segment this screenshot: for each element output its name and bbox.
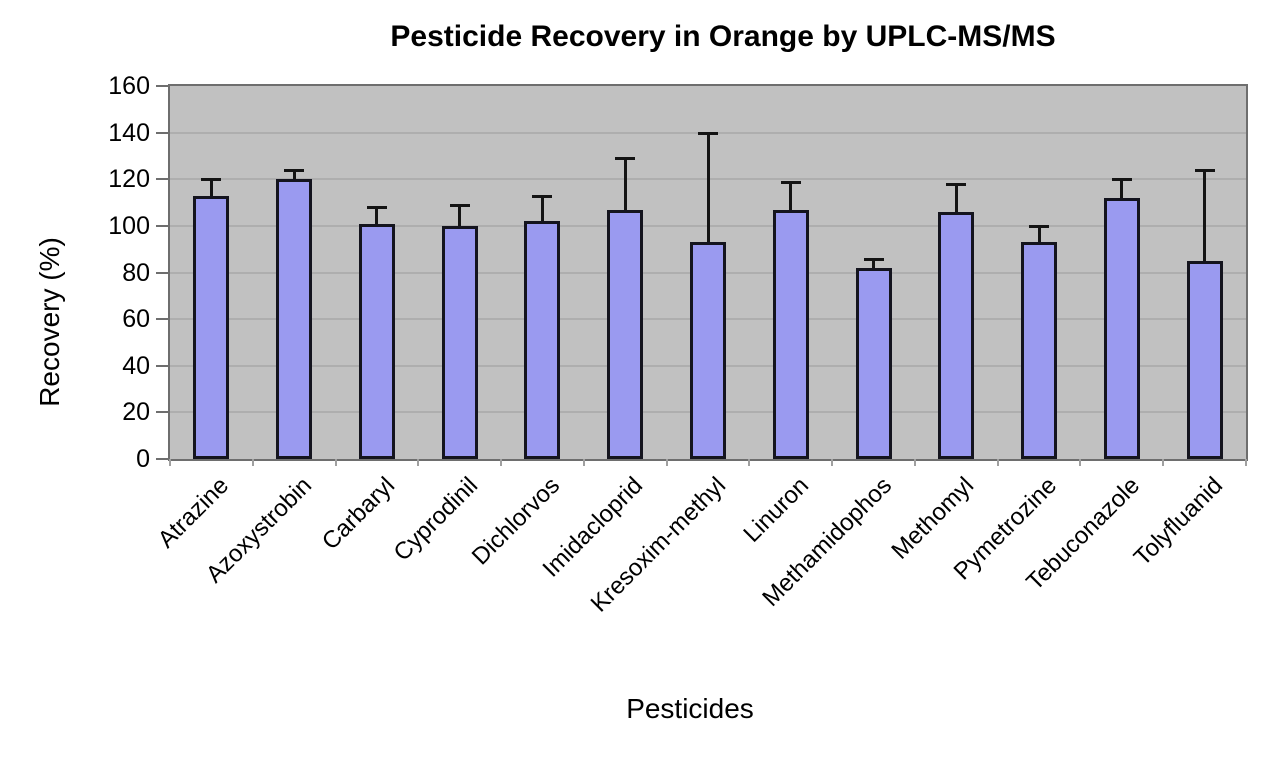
error-bar-dichlorvos (540, 195, 544, 222)
error-bar-methomyl (954, 183, 958, 212)
x-tick-11 (1079, 459, 1082, 466)
error-cap-pymetrozine (1029, 224, 1050, 228)
x-tick-7 (748, 459, 751, 466)
error-bar-cyprodinil (458, 204, 462, 226)
bar-imidacloprid (607, 209, 644, 459)
error-cap-tolyfluanid (1194, 168, 1215, 172)
error-cap-tebuconazole (1111, 178, 1132, 182)
x-tick-0 (169, 459, 171, 466)
bar-methamidophos (855, 267, 892, 459)
error-cap-atrazine (201, 178, 222, 182)
x-tick-5 (582, 459, 585, 466)
error-cap-methomyl (946, 182, 967, 186)
x-tick-8 (831, 459, 834, 466)
y-tick-100 (156, 224, 170, 227)
y-tick-label-80: 80 (122, 258, 150, 287)
error-cap-linuron (780, 180, 801, 184)
error-cap-azoxystrobin (284, 168, 305, 172)
error-bar-kresoxim-methyl (706, 132, 710, 243)
y-tick-label-120: 120 (108, 165, 150, 194)
error-cap-imidacloprid (615, 157, 636, 161)
bar-cyprodinil (441, 225, 478, 459)
error-cap-dichlorvos (532, 194, 553, 198)
x-tick-10 (996, 459, 999, 466)
y-tick-label-140: 140 (108, 118, 150, 147)
y-tick-label-40: 40 (122, 351, 150, 380)
x-tick-13 (1245, 459, 1247, 466)
error-cap-carbaryl (366, 206, 387, 210)
y-tick-label-0: 0 (136, 445, 150, 473)
x-tick-2 (334, 459, 337, 466)
y-tick-40 (156, 364, 170, 367)
plot-area (168, 84, 1248, 461)
y-tick-60 (156, 318, 170, 321)
y-tick-label-100: 100 (108, 211, 150, 240)
x-tick-6 (665, 459, 668, 466)
bar-dichlorvos (524, 221, 561, 459)
y-tick-label-160: 160 (108, 72, 150, 100)
error-bar-tebuconazole (1120, 179, 1124, 198)
y-tick-140 (156, 131, 170, 134)
y-tick-label-60: 60 (122, 305, 150, 334)
bar-methomyl (938, 211, 975, 459)
bar-linuron (772, 209, 809, 459)
y-tick-label-20: 20 (122, 398, 150, 427)
error-bar-carbaryl (375, 207, 379, 224)
y-tick-120 (156, 178, 170, 181)
error-cap-cyprodinil (449, 203, 470, 207)
x-tick-1 (251, 459, 254, 466)
x-tick-12 (1162, 459, 1165, 466)
error-bar-methamidophos (872, 258, 876, 268)
bar-carbaryl (358, 223, 395, 459)
bar-azoxystrobin (276, 179, 313, 459)
bar-tebuconazole (1103, 197, 1140, 459)
error-bar-pymetrozine (1037, 225, 1041, 243)
error-cap-kresoxim-methyl (698, 131, 718, 135)
x-axis-title: Pesticides (626, 693, 754, 724)
bar-kresoxim-methyl (690, 242, 726, 459)
bar-pymetrozine (1021, 242, 1058, 459)
y-tick-80 (156, 271, 170, 274)
error-bar-linuron (789, 181, 793, 210)
chart-title: Pesticide Recovery in Orange by UPLC-MS/… (390, 20, 1056, 53)
error-bar-azoxystrobin (292, 169, 296, 180)
x-tick-3 (417, 459, 420, 466)
y-tick-20 (156, 411, 170, 414)
error-cap-methamidophos (863, 257, 884, 261)
bar-atrazine (193, 195, 230, 459)
y-tick-0 (156, 458, 170, 460)
error-bar-imidacloprid (623, 158, 627, 210)
error-bar-atrazine (209, 179, 213, 196)
error-bar-tolyfluanid (1203, 169, 1207, 261)
y-tick-160 (156, 85, 170, 87)
x-tick-9 (913, 459, 916, 466)
bar-tolyfluanid (1186, 260, 1223, 459)
x-tick-4 (500, 459, 503, 466)
